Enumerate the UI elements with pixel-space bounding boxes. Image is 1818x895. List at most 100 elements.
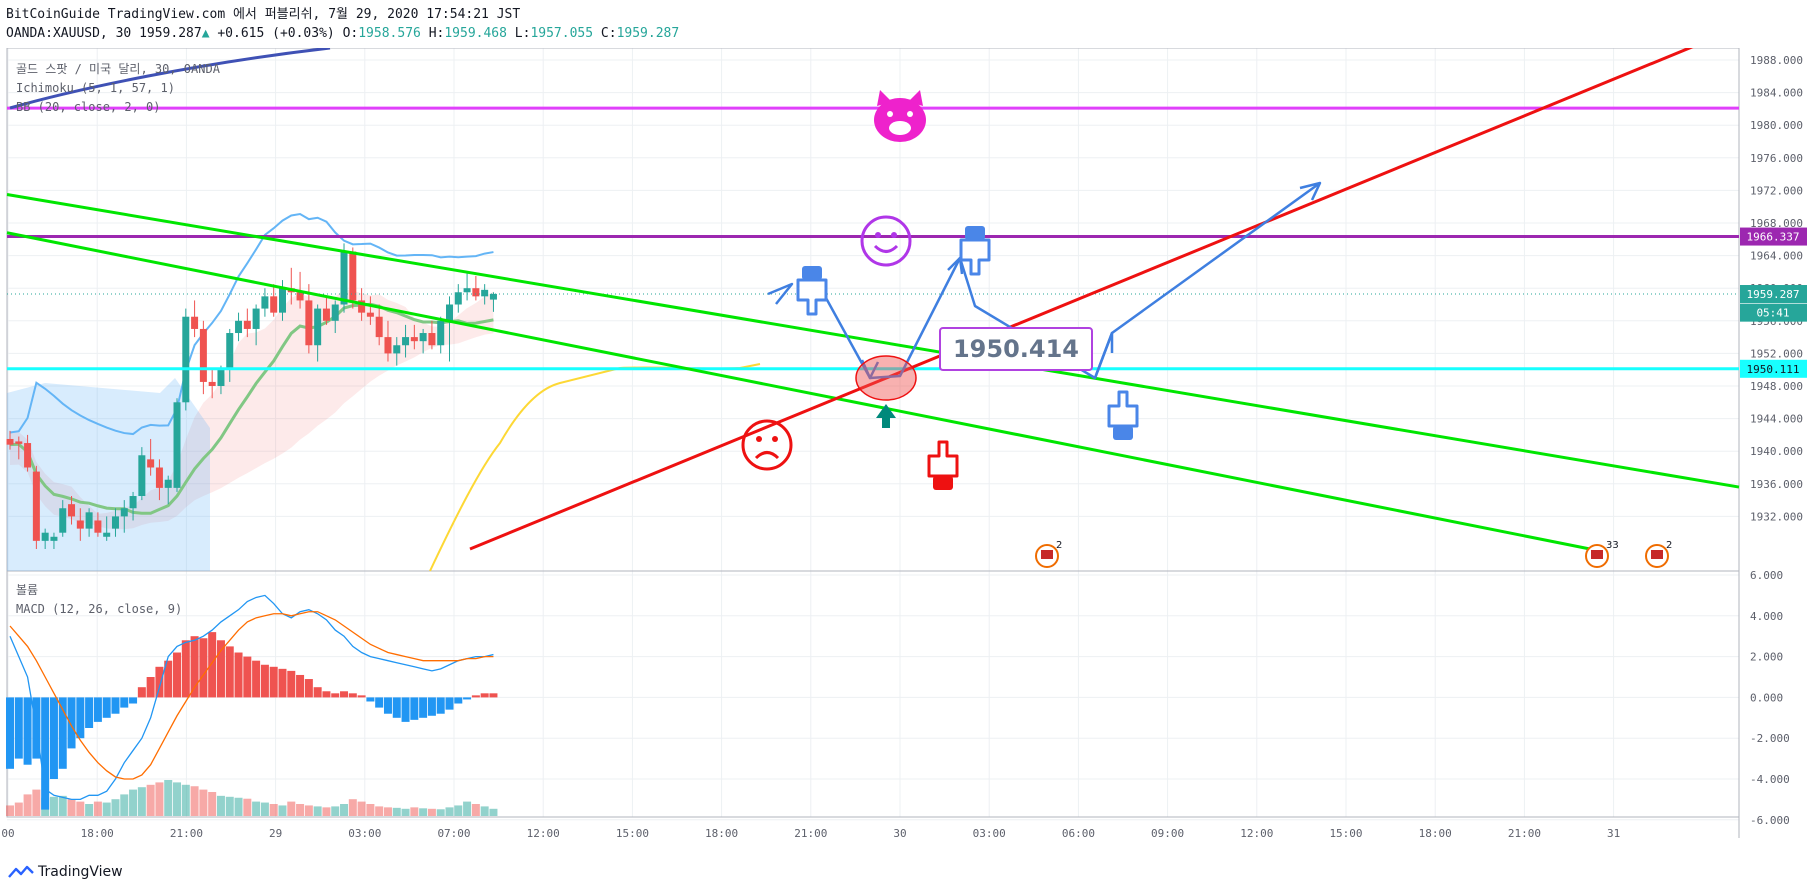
- open-label: O:: [342, 26, 359, 41]
- macd-histogram-bar: [49, 697, 58, 779]
- legend-title[interactable]: 골드 스팟 / 미국 달리, 30, OANDA: [16, 62, 221, 76]
- macd-histogram-bar: [436, 697, 445, 714]
- candle-body: [243, 320, 251, 329]
- candle-body: [68, 504, 76, 517]
- macd-histogram-bar: [375, 697, 384, 708]
- volume-bar: [419, 808, 428, 816]
- event-count: 2: [1056, 540, 1062, 551]
- price-tick-label: 1968.000: [1750, 217, 1803, 230]
- macd-tick-label: 4.000: [1750, 610, 1783, 623]
- macd-histogram-bar: [129, 697, 138, 704]
- volume-bar: [463, 801, 472, 816]
- price-annotation-text: 1950.414: [953, 335, 1079, 363]
- time-tick-label: 31: [1607, 827, 1620, 840]
- tradingview-logo[interactable]: TradingView: [8, 864, 123, 880]
- candle-body: [358, 300, 366, 313]
- legend-macd[interactable]: MACD (12, 26, close, 9): [16, 602, 182, 616]
- time-tick-label: 21:00: [794, 827, 827, 840]
- macd-histogram-bar: [410, 697, 419, 720]
- close-value: 1959.287: [616, 26, 680, 41]
- smile-icon-eye-right: [891, 232, 897, 238]
- time-tick-label: 12:00: [527, 827, 560, 840]
- candle-body: [199, 328, 207, 382]
- candle-body: [305, 300, 313, 346]
- volume-bar: [181, 784, 190, 816]
- price-tick-label: 1964.000: [1750, 250, 1803, 263]
- macd-histogram-bar: [322, 691, 331, 698]
- price-annotation[interactable]: 1950.414: [939, 327, 1093, 371]
- pointing-hand-up-icon-palm: [1107, 390, 1139, 428]
- macd-tick-label: -4.000: [1750, 773, 1790, 786]
- macd-histogram-bar: [357, 695, 366, 698]
- legend-ichimoku[interactable]: Ichimoku (5, 1, 57, 1): [16, 81, 175, 95]
- candle-body: [94, 520, 102, 533]
- volume-bar: [392, 807, 401, 816]
- publish-line: BitCoinGuide TradingView.com 에서 퍼블리쉬, 7월…: [6, 7, 521, 22]
- indicator-pane[interactable]: [7, 571, 1739, 817]
- chart-canvas[interactable]: 2 33 2 1932.000 1936.000 1940.000 1944.000 194…: [0, 48, 1818, 860]
- pig-icon: [874, 90, 926, 142]
- macd-histogram-bar: [392, 697, 401, 718]
- low-label: L:: [514, 26, 531, 41]
- pointing-hand-down-icon-cuff: [802, 266, 822, 280]
- macd-histogram-bar: [93, 697, 102, 722]
- pig-head: [874, 98, 926, 142]
- us-flag-stripes: [1591, 550, 1603, 559]
- sad-face-icon-eye-right: [772, 436, 778, 442]
- volume-bar: [322, 807, 331, 816]
- pig-eye-left: [887, 111, 893, 117]
- price-label-last-bg: [1740, 285, 1807, 304]
- volume-bar: [85, 804, 94, 816]
- price-pane[interactable]: [7, 48, 1739, 571]
- price-tick-label: 1972.000: [1750, 184, 1803, 197]
- macd-histogram-bar: [102, 697, 111, 718]
- macd-histogram-bar: [383, 697, 392, 714]
- price-tick-label: 1932.000: [1750, 510, 1803, 523]
- volume-bar: [164, 780, 173, 816]
- legend-bb[interactable]: BB (20, close, 2, 0): [16, 100, 161, 114]
- volume-bar: [208, 792, 217, 816]
- macd-histogram-bar: [252, 660, 261, 698]
- volume-bar: [480, 806, 489, 816]
- volume-bar: [427, 808, 436, 816]
- macd-histogram-bar: [269, 666, 278, 698]
- time-tick-label: 09:00: [1151, 827, 1184, 840]
- volume-bar: [348, 799, 357, 816]
- time-tick-label: 15:00: [1329, 827, 1362, 840]
- trend-line-green-lower: [6, 231, 1591, 551]
- volume-bar: [375, 806, 384, 816]
- volume-bar: [278, 805, 287, 816]
- ichimoku-kijun: [9, 302, 494, 515]
- macd-tick-label: -2.000: [1750, 732, 1790, 745]
- macd-tick-label: 0.000: [1750, 691, 1783, 704]
- macd-histogram-bar: [23, 697, 32, 765]
- arrow-head-target: [1299, 181, 1322, 201]
- symbol-label[interactable]: OANDA:XAUUSD, 30: [6, 26, 132, 41]
- price-label-countdown: 05:41: [1756, 307, 1789, 320]
- candle-body: [463, 288, 471, 293]
- candle-body: [489, 293, 497, 300]
- macd-histogram-bar: [463, 697, 472, 700]
- candle-body: [120, 508, 128, 517]
- price-tick-label: 1988.000: [1750, 54, 1803, 67]
- sad-face-icon-mouth: [754, 451, 780, 460]
- volume-bar: [225, 796, 234, 816]
- macd-histogram-bar: [67, 697, 76, 749]
- legend-volume[interactable]: 볼륨: [16, 583, 38, 597]
- price-label-purple-bg: [1740, 227, 1807, 246]
- candle-body: [322, 308, 330, 321]
- volume-bar: [269, 804, 278, 816]
- trend-line-red: [469, 48, 1694, 551]
- macd-line: [9, 594, 494, 801]
- candle-body: [59, 508, 67, 533]
- macd-histogram-bar: [58, 697, 67, 769]
- volume-bar: [252, 801, 261, 816]
- support-highlight: [855, 355, 917, 401]
- candle-body: [208, 381, 216, 386]
- macd-histogram-bar: [366, 697, 375, 702]
- time-tick-label: 29: [269, 827, 282, 840]
- volume-bar: [190, 786, 199, 816]
- volume-bar: [199, 789, 208, 816]
- macd-histogram-bar: [419, 697, 428, 718]
- change-arrow-icon: ▲: [201, 26, 210, 41]
